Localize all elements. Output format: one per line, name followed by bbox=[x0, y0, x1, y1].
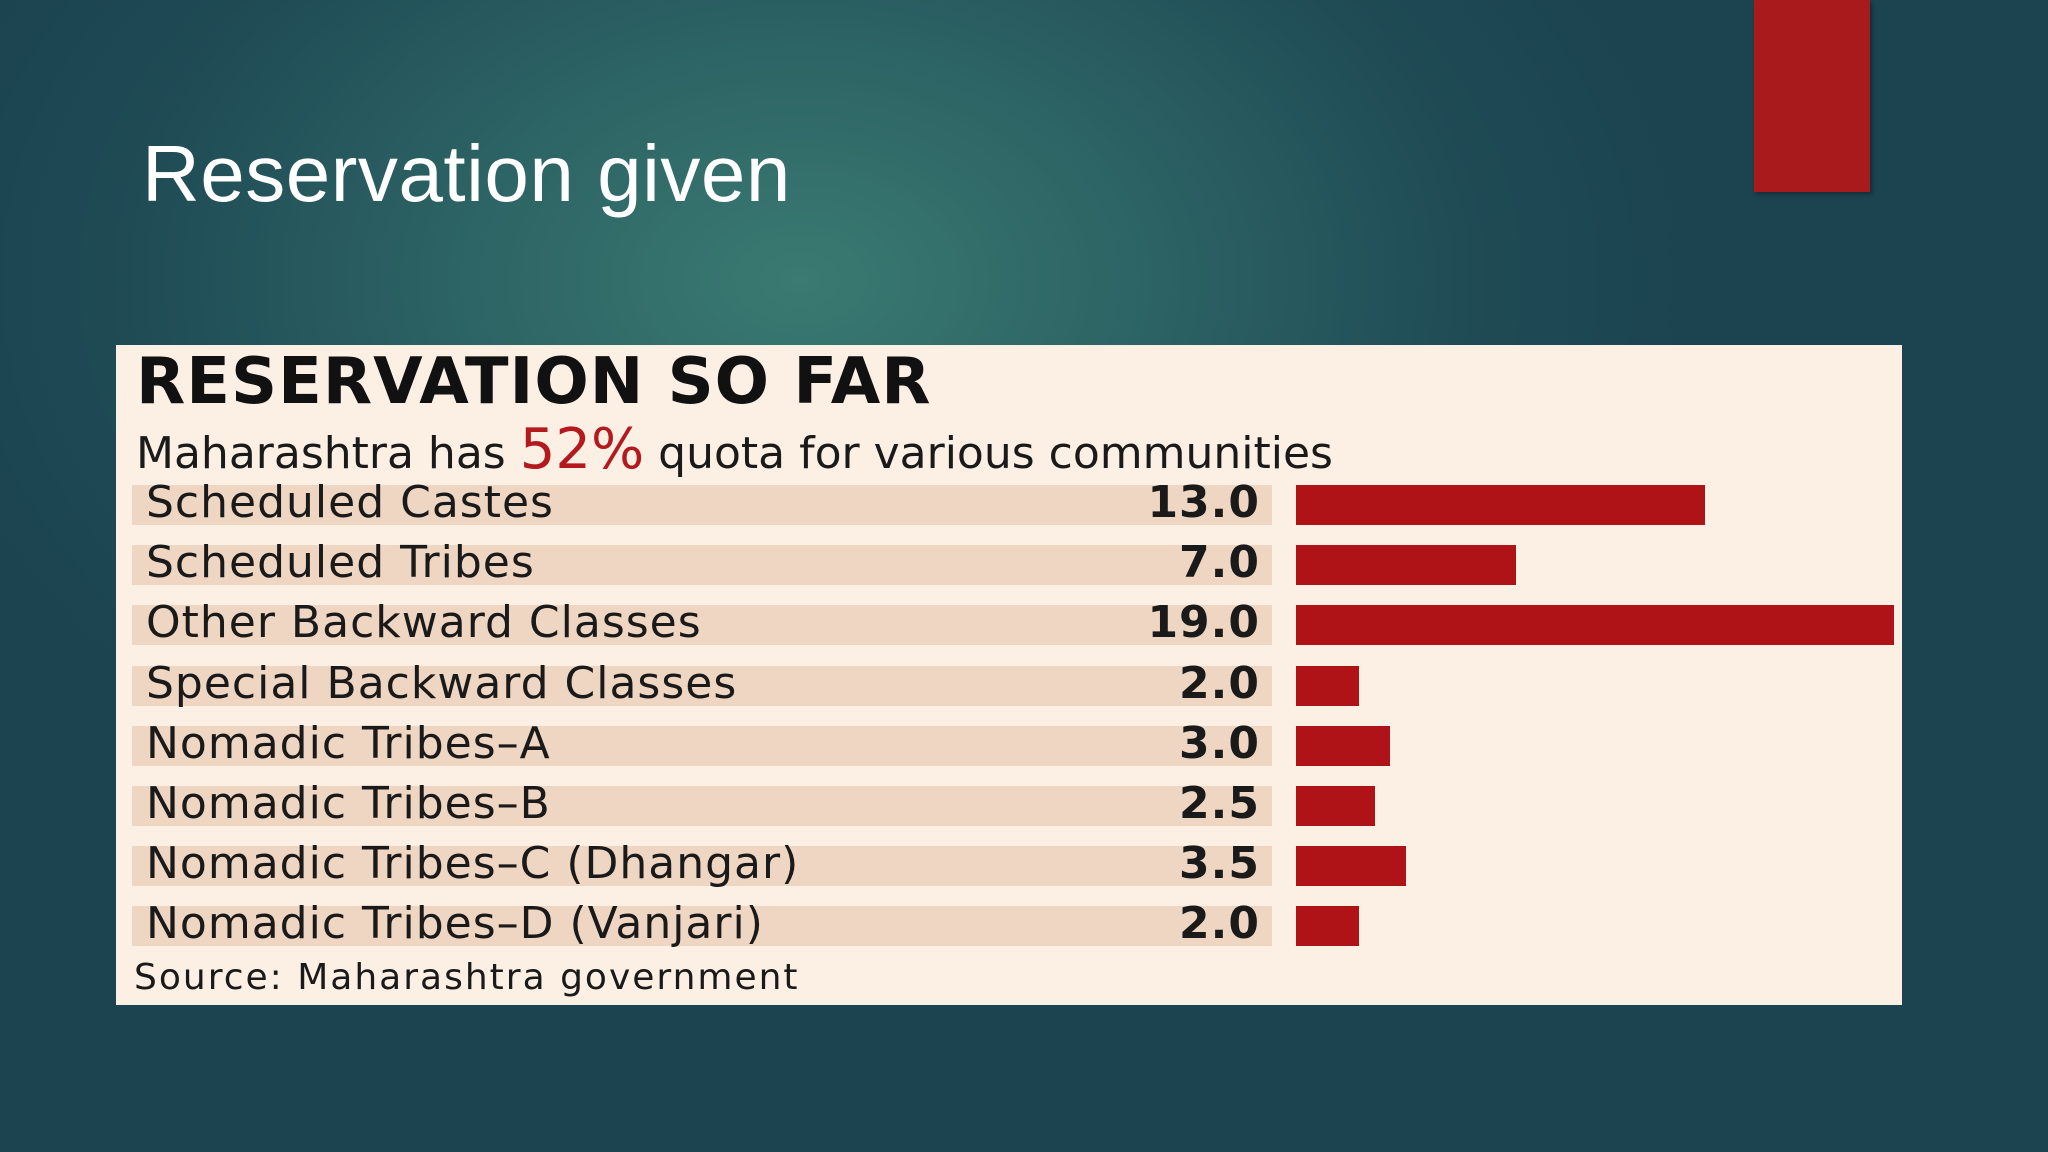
category-label: Other Backward Classes bbox=[146, 597, 702, 649]
category-label: Scheduled Tribes bbox=[146, 537, 535, 589]
row-background bbox=[132, 605, 1272, 646]
bar bbox=[1296, 665, 1359, 706]
row-background bbox=[132, 906, 1272, 947]
row-background bbox=[132, 485, 1272, 525]
value-label: 19.0 bbox=[1147, 597, 1260, 649]
bar bbox=[1296, 846, 1407, 887]
chart-source: Source: Maharashtra government bbox=[134, 957, 800, 998]
value-label: 3.5 bbox=[1179, 838, 1260, 890]
value-label: 3.0 bbox=[1179, 717, 1260, 769]
category-label: Special Backward Classes bbox=[146, 657, 738, 709]
bar-row: Nomadic Tribes–B 2.5 bbox=[132, 778, 1882, 829]
subtitle-highlight: 52% bbox=[519, 417, 645, 482]
bar-row: Nomadic Tribes–D (Vanjari) 2.0 bbox=[132, 898, 1882, 949]
value-label: 13.0 bbox=[1147, 477, 1260, 528]
subtitle-before: Maharashtra has bbox=[136, 428, 506, 479]
category-label: Scheduled Castes bbox=[146, 477, 554, 528]
bar-row: Nomadic Tribes–C (Dhangar) 3.5 bbox=[132, 838, 1882, 889]
chart-subtitle: Maharashtra has 52% quota for various co… bbox=[136, 417, 1333, 482]
bar bbox=[1296, 605, 1894, 646]
bar bbox=[1296, 906, 1359, 947]
value-label: 2.0 bbox=[1179, 898, 1260, 950]
value-label: 7.0 bbox=[1179, 537, 1260, 589]
chart-title: RESERVATION SO FAR bbox=[136, 345, 932, 419]
row-background bbox=[132, 846, 1272, 887]
row-background bbox=[132, 545, 1272, 586]
bar-row: Other Backward Classes 19.0 bbox=[132, 597, 1894, 648]
chart-panel: RESERVATION SO FAR Maharashtra has 52% q… bbox=[116, 345, 1902, 1005]
category-label: Nomadic Tribes–A bbox=[146, 717, 551, 769]
bar-row: Special Backward Classes 2.0 bbox=[132, 658, 1882, 709]
bar bbox=[1296, 725, 1391, 766]
bar bbox=[1296, 485, 1706, 525]
category-label: Nomadic Tribes–D (Vanjari) bbox=[146, 898, 764, 950]
bar-row: Nomadic Tribes–A 3.0 bbox=[132, 718, 1882, 769]
row-background bbox=[132, 725, 1272, 766]
row-background bbox=[132, 665, 1272, 706]
subtitle-after: quota for various communities bbox=[658, 428, 1333, 479]
accent-tab bbox=[1754, 0, 1870, 192]
bar bbox=[1296, 786, 1375, 826]
slide-title: Reservation given bbox=[142, 129, 791, 218]
bar-row: Scheduled Castes 13.0 bbox=[132, 477, 1882, 528]
category-label: Nomadic Tribes–B bbox=[146, 778, 551, 829]
category-label: Nomadic Tribes–C (Dhangar) bbox=[146, 838, 800, 890]
bar-row: Scheduled Tribes 7.0 bbox=[132, 537, 1882, 588]
value-label: 2.5 bbox=[1179, 778, 1260, 829]
bar bbox=[1296, 545, 1517, 586]
row-background bbox=[132, 786, 1272, 826]
value-label: 2.0 bbox=[1179, 657, 1260, 709]
